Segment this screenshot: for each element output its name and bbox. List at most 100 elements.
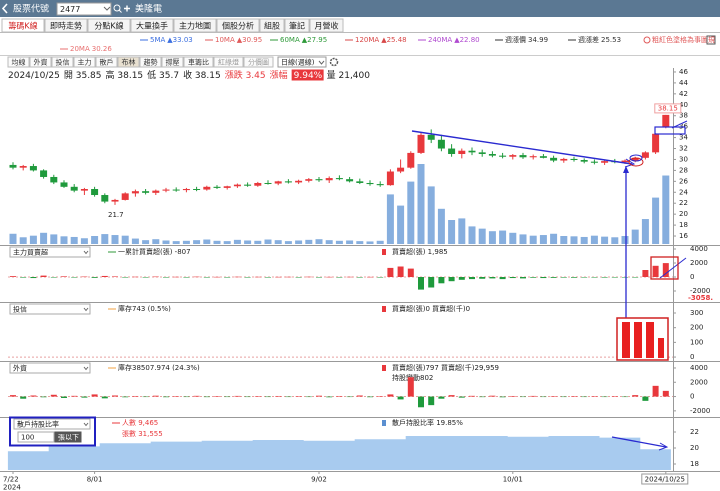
lot-select[interactable] <box>17 431 55 443</box>
volume-bar <box>621 236 629 244</box>
net-bar <box>152 395 159 397</box>
search-icon[interactable] <box>113 4 121 12</box>
volume-bar <box>601 236 609 244</box>
ma-name: 240MA <box>428 36 452 44</box>
net-bar <box>254 276 261 278</box>
candle-body <box>397 167 405 172</box>
back-button[interactable] <box>1 3 8 14</box>
net-bar <box>520 396 526 398</box>
net-bar <box>509 395 516 397</box>
tab-label: 籌碼K線 <box>8 21 37 31</box>
net-bar <box>183 396 190 398</box>
period-select[interactable] <box>277 56 327 68</box>
tab[interactable] <box>259 18 285 33</box>
info-item: 9.94% <box>294 71 323 81</box>
code-input[interactable] <box>56 2 112 16</box>
net-bar <box>275 395 282 397</box>
candle-body <box>254 182 262 186</box>
toolbar-label: 趨勢 <box>144 58 158 67</box>
panel-select-arrow <box>83 307 89 312</box>
tab[interactable] <box>216 18 260 33</box>
net-bar <box>71 277 78 278</box>
high-label-box <box>654 103 682 114</box>
net-bar <box>448 277 455 282</box>
net-bar <box>254 396 261 397</box>
toolbar-button[interactable] <box>95 56 118 68</box>
candle-body <box>142 191 150 193</box>
volume-bar <box>550 233 558 244</box>
net-bar <box>122 396 129 398</box>
candle-body <box>274 181 282 184</box>
trend-arrow <box>611 436 667 448</box>
net-bar <box>397 396 404 400</box>
y-tick-label: 26 <box>679 177 688 185</box>
toolbar-button[interactable] <box>29 56 52 68</box>
toolbar-button[interactable] <box>139 56 162 68</box>
candle-body <box>60 182 68 187</box>
net-bar <box>652 265 659 277</box>
y-tick-label: 32 <box>679 145 688 153</box>
panel-legend: 人數 9,465 <box>122 418 158 427</box>
tab[interactable] <box>173 18 217 33</box>
notice: 粗紅色塗格為事圖規 <box>652 35 715 44</box>
net-bar <box>61 276 67 277</box>
net-bar <box>550 396 557 397</box>
toolbar-button[interactable] <box>117 56 140 68</box>
panel-select[interactable] <box>13 418 91 430</box>
code-label: 股票代號 <box>13 3 49 15</box>
volume-bar <box>407 181 415 244</box>
add-icon[interactable] <box>124 5 130 12</box>
tab[interactable] <box>44 18 88 33</box>
candle-body <box>570 158 578 161</box>
net-bar <box>305 396 312 398</box>
y-tick-label: 18 <box>679 221 688 229</box>
tab[interactable] <box>87 18 131 33</box>
net-bar <box>152 276 159 278</box>
tab[interactable] <box>309 18 344 33</box>
toolbar-label: 紅綠燈 <box>218 58 239 67</box>
tab[interactable] <box>1 18 45 33</box>
toolbar-button[interactable] <box>73 56 96 68</box>
volume-bar <box>529 235 537 244</box>
ma-value: ▲30.95 <box>237 36 262 44</box>
top-bar <box>0 0 720 17</box>
toolbar-button[interactable] <box>51 56 74 68</box>
expand-icon[interactable] <box>706 35 716 45</box>
net-bar <box>611 396 618 397</box>
candle-body <box>121 193 129 200</box>
volume-bar <box>101 234 109 244</box>
net-bar <box>509 277 516 279</box>
net-bar <box>469 277 475 280</box>
volume-bar <box>325 240 333 244</box>
net-bar <box>81 396 88 398</box>
tab[interactable] <box>130 18 174 33</box>
net-bar <box>265 277 271 278</box>
tab[interactable] <box>284 18 310 33</box>
volume-bar <box>244 240 252 244</box>
volume-bar <box>152 239 160 244</box>
volume-bar <box>509 232 517 244</box>
net-bar <box>81 276 88 278</box>
panel-select[interactable] <box>9 246 91 258</box>
panel-select[interactable] <box>9 303 91 315</box>
net-bar <box>560 396 567 398</box>
net-bar <box>30 395 37 397</box>
toolbar-label: 均線 <box>12 58 26 67</box>
toolbar-button[interactable] <box>243 56 274 68</box>
panel-select[interactable] <box>9 362 91 374</box>
volume-bar <box>335 240 343 244</box>
candle-body <box>407 152 415 168</box>
toolbar-button[interactable] <box>213 56 244 68</box>
candle-body <box>478 152 486 154</box>
high-label: 38.15 <box>658 104 678 112</box>
net-bar <box>285 276 292 278</box>
toolbar-button[interactable] <box>183 56 214 68</box>
net-bar <box>642 270 649 277</box>
candle-body <box>29 166 37 171</box>
candle-body <box>162 189 170 191</box>
settings-icon[interactable] <box>329 57 339 67</box>
toolbar-button[interactable] <box>161 56 184 68</box>
info-item: 漲幅 <box>270 69 288 81</box>
volume-bar <box>305 239 313 244</box>
toolbar-button[interactable] <box>7 56 30 68</box>
